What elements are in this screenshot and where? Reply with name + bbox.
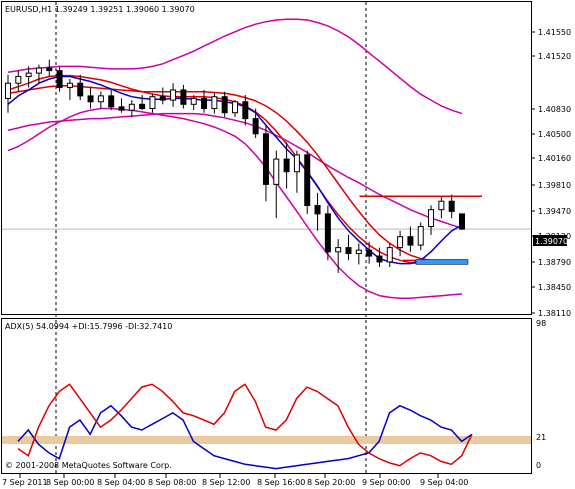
time-axis-label: 8 Sep 20:00 bbox=[307, 478, 355, 487]
candle-body bbox=[366, 249, 373, 257]
indicator-axis-bottom: 0 bbox=[536, 461, 541, 470]
candle-body bbox=[139, 103, 146, 110]
indicator-axis-level: 21 bbox=[536, 433, 546, 442]
time-axis-label: 8 Sep 04:00 bbox=[97, 478, 145, 487]
candle-body bbox=[108, 95, 115, 108]
price-series-layer bbox=[2, 18, 531, 299]
price-axis-label: 1.38790 bbox=[538, 258, 571, 267]
candle-body bbox=[149, 96, 156, 110]
candle-body bbox=[15, 75, 22, 84]
candle-body bbox=[417, 226, 424, 246]
candle-body bbox=[211, 96, 218, 110]
candle-body bbox=[46, 67, 53, 72]
ma-red-slow-line bbox=[7, 85, 462, 263]
candle-body bbox=[376, 255, 383, 263]
candle-body bbox=[397, 236, 404, 249]
candle-body bbox=[335, 247, 342, 253]
price-axis: 1.41550 1.40830 1.40500 1.40160 1.39810 1.394… bbox=[531, 28, 571, 318]
candle-body bbox=[87, 95, 94, 103]
time-axis-label: 8 Sep 00:00 bbox=[46, 478, 94, 487]
candle-body bbox=[314, 204, 321, 215]
candle-body bbox=[386, 247, 393, 263]
candle-body bbox=[304, 154, 311, 206]
candle-body bbox=[56, 70, 63, 88]
candle-body bbox=[345, 247, 352, 255]
candle-body bbox=[190, 97, 197, 105]
candle-body bbox=[407, 236, 414, 246]
candle-body bbox=[5, 82, 11, 99]
candle-body bbox=[428, 209, 435, 228]
candle-body bbox=[448, 200, 455, 212]
candle-body bbox=[118, 106, 125, 111]
candle-body bbox=[170, 89, 177, 101]
indicator-panel-border bbox=[1, 318, 532, 474]
copyright-text: © 2001-2008 MetaQuotes Software Corp. bbox=[5, 461, 172, 470]
price-axis-label: 1.40160 bbox=[538, 154, 571, 163]
indicator-header: ADX(5) 54.0994 +DI:15.7996 -DI:32.7410 bbox=[5, 322, 172, 331]
support-marker bbox=[415, 259, 469, 265]
candle-body bbox=[25, 72, 32, 77]
symbol-header: EURUSD,H1 1.39249 1.39251 1.39060 1.3907… bbox=[5, 5, 195, 14]
plus-di-line bbox=[17, 404, 473, 470]
candle-body bbox=[438, 200, 445, 211]
candle-body bbox=[159, 96, 166, 101]
candle-body bbox=[293, 154, 300, 173]
time-axis-label: 8 Sep 12:00 bbox=[202, 478, 250, 487]
time-axis-label: 7 Sep 2011 bbox=[2, 478, 48, 487]
envelope-lower-line bbox=[7, 107, 463, 299]
candle-body bbox=[232, 101, 238, 114]
candle-body bbox=[273, 158, 280, 185]
candle-body bbox=[128, 103, 135, 111]
price-axis-label: 1.41550 bbox=[538, 28, 571, 37]
candle-body bbox=[180, 89, 187, 105]
time-axis-label: 8 Sep 16:00 bbox=[257, 478, 305, 487]
candle-body bbox=[355, 249, 362, 255]
candle-body bbox=[221, 96, 228, 114]
price-axis-label: 1.40830 bbox=[538, 105, 571, 114]
envelope-upper-line bbox=[7, 18, 463, 115]
price-axis-label: 1.39470 bbox=[538, 207, 571, 216]
candle-body bbox=[459, 213, 465, 230]
candle-body bbox=[201, 97, 208, 110]
price-axis-label: 1.41520 bbox=[538, 52, 571, 61]
price-axis-label: 1.38450 bbox=[538, 283, 571, 292]
candle-body bbox=[283, 158, 290, 173]
current-price-box bbox=[533, 235, 567, 246]
candle-body bbox=[242, 101, 249, 120]
price-axis-label: 1.39810 bbox=[538, 181, 571, 190]
adx-level-band bbox=[2, 436, 531, 444]
envelope-middle-line bbox=[7, 112, 463, 229]
candle-body bbox=[262, 133, 269, 185]
current-price-label: 1.39070 bbox=[535, 237, 568, 246]
price-axis-label: 1.40500 bbox=[538, 130, 571, 139]
candle-body bbox=[66, 82, 73, 88]
time-axis-label: 9 Sep 00:00 bbox=[362, 478, 410, 487]
candle-body bbox=[324, 213, 331, 253]
indicator-axis-top: 98 bbox=[536, 319, 546, 328]
time-axis-label: 9 Sep 04:00 bbox=[420, 478, 468, 487]
price-axis-label: 1.38110 bbox=[538, 309, 571, 318]
indicator-series-layer bbox=[2, 383, 531, 470]
minus-di-line bbox=[17, 383, 473, 467]
candle-body bbox=[97, 95, 104, 103]
candle-body bbox=[77, 82, 84, 97]
time-axis-label: 8 Sep 08:00 bbox=[148, 478, 196, 487]
candle-body bbox=[252, 118, 259, 135]
candle-body bbox=[35, 67, 42, 74]
